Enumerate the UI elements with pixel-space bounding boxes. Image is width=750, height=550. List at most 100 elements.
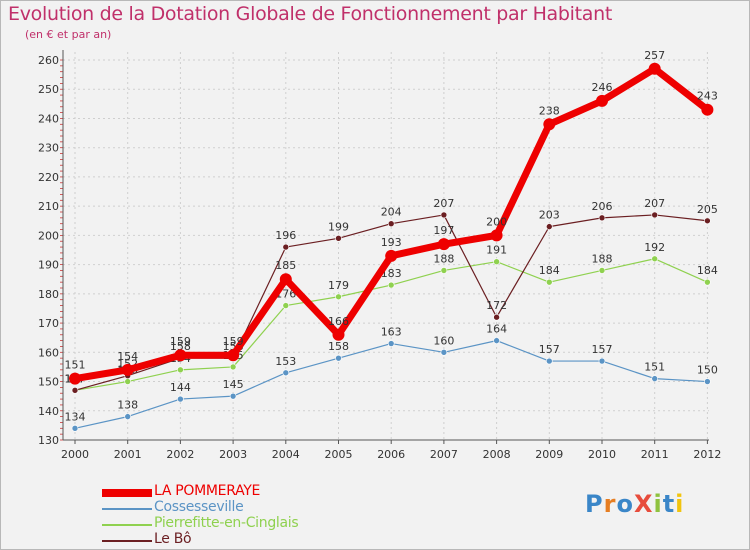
data-point-la-pommeraye <box>227 349 240 362</box>
data-label-cossesseville: 138 <box>117 399 138 412</box>
data-label-le-bo: 158 <box>170 340 191 353</box>
data-label-cossesseville: 151 <box>644 361 665 374</box>
data-label-la-pommeraye: 151 <box>65 359 86 372</box>
data-point-cossesseville <box>440 349 448 356</box>
x-tick-label: 2000 <box>61 448 89 461</box>
logo-letter: r <box>603 490 617 518</box>
data-point-pierrefitte-en-cinglais <box>229 363 237 371</box>
x-tick-label: 2010 <box>588 448 616 461</box>
data-point-la-pommeraye <box>174 349 187 362</box>
y-tick-label: 260 <box>38 54 59 67</box>
y-tick-label: 140 <box>38 405 59 418</box>
logo-letter: t <box>662 490 676 518</box>
data-label-pierrefitte-en-cinglais: 179 <box>328 279 349 292</box>
data-label-pierrefitte-en-cinglais: 191 <box>486 244 507 257</box>
data-point-cossesseville <box>493 337 500 344</box>
data-point-pierrefitte-en-cinglais <box>124 378 131 385</box>
data-label-le-bo: 206 <box>592 200 613 213</box>
data-point-cossesseville <box>177 395 184 403</box>
logo-letter: P <box>585 490 604 518</box>
data-label-le-bo: 196 <box>275 229 296 242</box>
legend-swatch <box>102 489 152 497</box>
data-label-le-bo: 204 <box>381 206 402 219</box>
data-label-cossesseville: 158 <box>328 340 349 353</box>
y-tick-label: 160 <box>38 346 59 359</box>
data-point-pierrefitte-en-cinglais <box>177 366 184 374</box>
data-point-le-bo <box>598 214 606 222</box>
data-point-le-bo <box>545 223 553 230</box>
data-point-la-pommeraye <box>648 62 661 75</box>
chart-subtitle: (en € et par an) <box>25 28 112 41</box>
data-point-cossesseville <box>387 340 395 347</box>
x-tick-label: 2012 <box>693 448 721 461</box>
data-label-la-pommeraye: 193 <box>381 236 402 249</box>
legend-swatch <box>102 508 152 510</box>
x-tick-label: 2004 <box>272 448 300 461</box>
data-point-le-bo <box>335 235 342 242</box>
data-point-la-pommeraye <box>332 328 345 341</box>
logo-letter: X <box>633 490 654 518</box>
data-label-cossesseville: 145 <box>223 378 244 391</box>
data-label-la-pommeraye: 243 <box>697 90 718 103</box>
x-tick-label: 2002 <box>166 448 194 461</box>
data-label-la-pommeraye: 238 <box>539 104 560 117</box>
data-label-pierrefitte-en-cinglais: 188 <box>433 252 454 265</box>
data-point-cossesseville <box>124 413 131 420</box>
data-point-cossesseville <box>229 392 237 400</box>
data-label-le-bo: 207 <box>644 197 665 210</box>
logo-letter: o <box>616 490 634 518</box>
data-label-la-pommeraye: 257 <box>644 49 665 62</box>
data-point-pierrefitte-en-cinglais <box>598 267 606 274</box>
data-label-pierrefitte-en-cinglais: 184 <box>697 264 718 277</box>
legend-swatch <box>102 524 152 526</box>
plot-area <box>63 52 709 440</box>
data-point-pierrefitte-en-cinglais <box>545 278 553 286</box>
data-point-le-bo <box>440 211 448 219</box>
data-point-pierrefitte-en-cinglais <box>282 302 290 309</box>
data-point-la-pommeraye <box>279 273 292 286</box>
legend-swatch <box>102 540 152 542</box>
x-tick-label: 2001 <box>114 448 142 461</box>
x-tick-label: 2008 <box>483 448 511 461</box>
data-point-cossesseville <box>335 354 342 362</box>
data-label-le-bo: 205 <box>697 203 718 216</box>
logo-letter: i <box>675 490 685 518</box>
data-point-cossesseville <box>71 425 79 432</box>
y-tick-label: 220 <box>38 171 59 184</box>
y-tick-label: 150 <box>38 376 59 389</box>
y-tick-label: 130 <box>38 434 59 447</box>
data-point-cossesseville <box>651 375 659 382</box>
proxiti-logo: ProXiti <box>585 490 684 518</box>
chart-title: Evolution de la Dotation Globale de Fonc… <box>8 3 613 25</box>
y-tick-label: 240 <box>38 112 59 125</box>
data-label-la-pommeraye: 166 <box>328 315 349 328</box>
data-point-le-bo <box>71 387 79 394</box>
data-point-pierrefitte-en-cinglais <box>704 278 711 286</box>
data-label-la-pommeraye: 185 <box>275 259 296 272</box>
data-point-la-pommeraye <box>121 363 134 376</box>
data-point-cossesseville <box>282 369 290 377</box>
data-label-cossesseville: 160 <box>433 334 454 347</box>
data-point-le-bo <box>387 220 395 227</box>
data-label-la-pommeraye: 197 <box>433 224 454 237</box>
y-tick-label: 200 <box>38 229 59 242</box>
x-tick-label: 2005 <box>325 448 353 461</box>
data-label-la-pommeraye: 159 <box>223 335 244 348</box>
data-label-le-bo: 172 <box>486 299 507 312</box>
y-tick-label: 170 <box>38 317 59 330</box>
data-label-le-bo: 207 <box>433 197 454 210</box>
data-point-le-bo <box>704 217 711 225</box>
data-point-la-pommeraye <box>437 238 450 251</box>
data-point-la-pommeraye <box>543 118 556 131</box>
data-label-la-pommeraye: 246 <box>592 81 613 94</box>
data-label-cossesseville: 153 <box>275 355 296 368</box>
y-tick-label: 230 <box>38 142 59 155</box>
legend-label: Le Bô <box>154 531 192 547</box>
data-label-cossesseville: 157 <box>539 343 560 356</box>
data-label-pierrefitte-en-cinglais: 184 <box>539 264 560 277</box>
y-tick-label: 250 <box>38 83 59 96</box>
legend-label: Pierrefitte-en-Cinglais <box>154 515 299 531</box>
data-label-cossesseville: 144 <box>170 381 191 394</box>
data-point-le-bo <box>493 313 500 321</box>
